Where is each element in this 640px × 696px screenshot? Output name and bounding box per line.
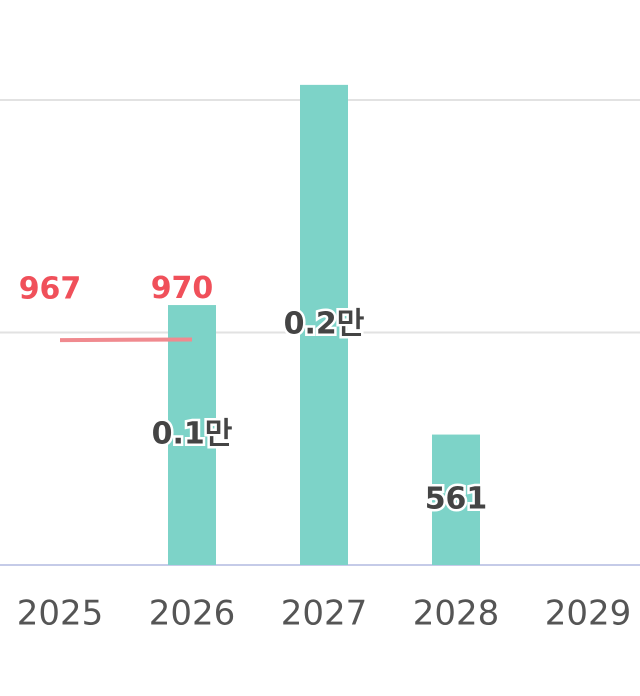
x-tick-label: 2026 bbox=[149, 594, 236, 634]
x-tick-label: 2029 bbox=[545, 594, 632, 634]
bar bbox=[432, 434, 480, 565]
bar bbox=[168, 305, 216, 565]
value-label: 970 bbox=[151, 271, 214, 306]
bar bbox=[300, 84, 348, 565]
x-tick-label: 2027 bbox=[281, 594, 368, 634]
value-label: 0.2만 bbox=[284, 306, 365, 341]
x-tick-label: 2025 bbox=[17, 594, 104, 634]
value-label: 561 bbox=[425, 481, 488, 516]
value-label: 0.1만 bbox=[152, 417, 233, 452]
line bbox=[59, 337, 193, 343]
x-tick-label: 2028 bbox=[413, 594, 500, 634]
value-label: 967 bbox=[19, 272, 82, 307]
